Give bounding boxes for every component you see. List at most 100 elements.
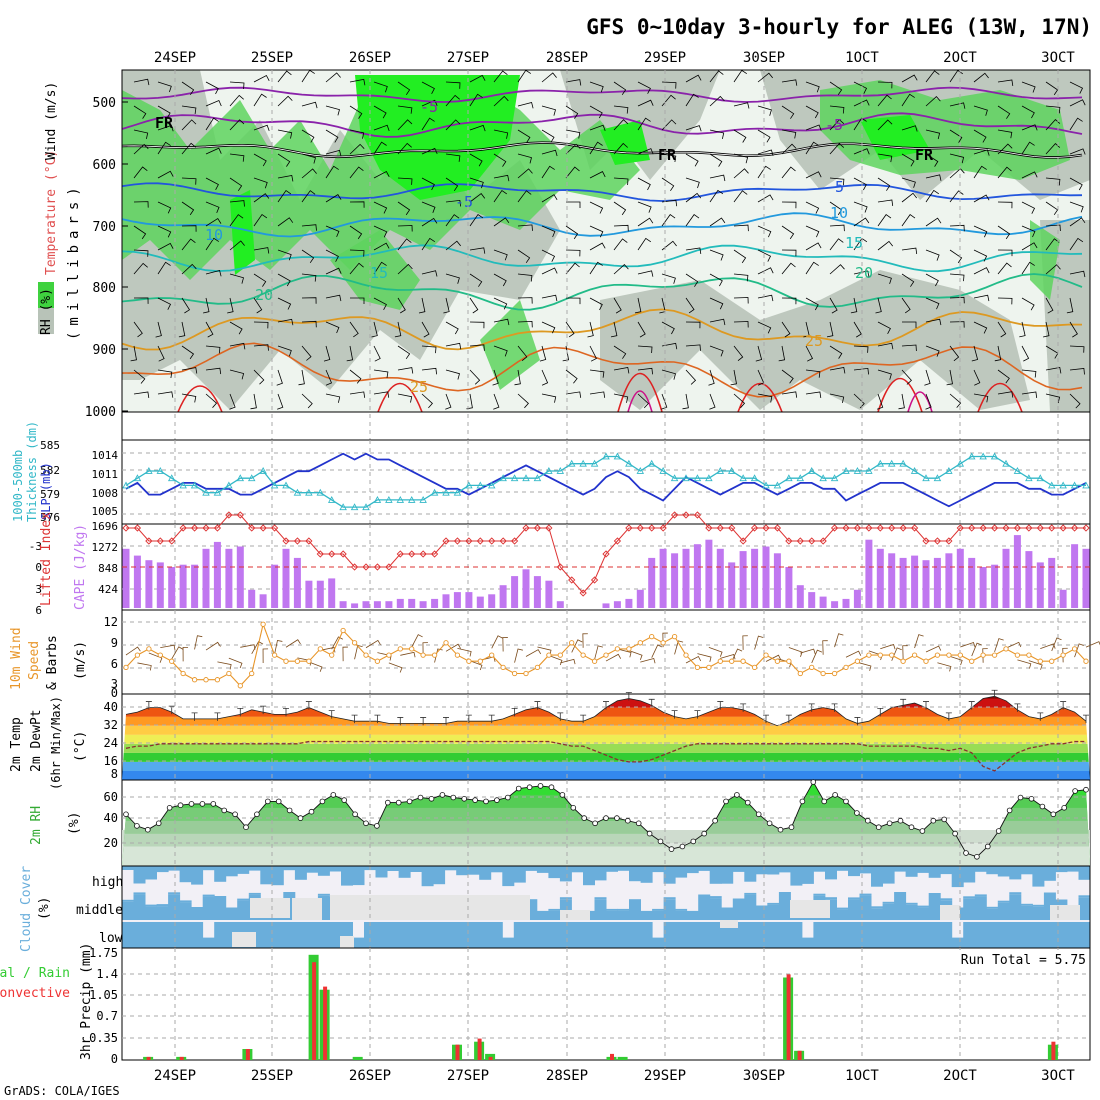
wind-barb: [973, 393, 989, 403]
date-tick-label: 26SEP: [349, 1068, 391, 1084]
cloud-gap: [882, 901, 895, 904]
wind-barb: [205, 345, 221, 354]
cloud-middle-cell: [686, 910, 699, 920]
rh-band: [122, 820, 1090, 834]
cape-bar: [1048, 557, 1056, 608]
rh-marker: [854, 810, 860, 816]
chart-title: GFS 0~10day 3-hourly for ALEG (13W, 17N): [586, 15, 1092, 39]
wind-barb: [205, 147, 222, 155]
wind-barb: [973, 129, 987, 143]
cape-bar: [888, 553, 896, 608]
lifted-index-marker: [270, 524, 279, 532]
wind-speed-marker: [226, 670, 232, 677]
cloud-high-cell: [548, 866, 561, 879]
cloud-middle-cell: [640, 910, 653, 920]
cape-bar: [853, 589, 861, 608]
wind-speed-marker: [386, 652, 392, 658]
temp-label-c: (6hr Min/Max): [49, 696, 63, 790]
cloud-low-cell: [640, 922, 653, 948]
surface-wind-barb: [800, 648, 816, 654]
wind-barb: [901, 153, 915, 167]
cloud-high-cell: [629, 866, 641, 882]
wind-barb: [205, 237, 220, 251]
freezing-level-inner: [121, 142, 1083, 158]
temp-contour-35: [177, 385, 223, 413]
wind-barb: [925, 249, 940, 261]
thickness-marker: [659, 467, 667, 474]
wind-barb: [229, 81, 245, 90]
cloud-high-cell: [536, 866, 549, 873]
wind-barb: [181, 393, 197, 403]
cloud-high-cell: [317, 866, 330, 876]
lifted-index-marker: [362, 563, 370, 571]
wind-barb: [517, 224, 533, 231]
cape-bar: [1059, 589, 1067, 608]
cape-bar: [385, 601, 393, 608]
wind-label-c: & Barbs: [45, 635, 60, 690]
wind-barb: [805, 297, 819, 311]
cloud-middle-cell: [698, 896, 711, 920]
slp-tick-label: 1011: [92, 468, 119, 481]
wind-barb: [205, 99, 222, 107]
wind-barb: [805, 369, 821, 378]
cape-bar: [316, 580, 324, 608]
wind-barb: [325, 149, 342, 157]
wind-barb: [565, 225, 579, 240]
wind-barb: [805, 171, 822, 179]
wind-barb: [541, 294, 558, 302]
wind-barb: [1045, 393, 1061, 404]
wind-barb: [517, 297, 533, 304]
cape-bar: [613, 601, 621, 608]
lifted-index-marker: [510, 537, 519, 545]
wind-speed-marker: [900, 658, 906, 664]
wind-barb: [901, 247, 918, 255]
thickness-marker: [419, 495, 427, 503]
cloud-low-cell: [997, 922, 1010, 948]
wind-barb: [1045, 367, 1062, 374]
thickness-marker: [373, 495, 382, 503]
wind-barb: [610, 321, 618, 338]
wind-barb: [901, 369, 912, 385]
date-tick-label: 27SEP: [447, 50, 489, 66]
cloud-low-cell: [882, 922, 895, 948]
thickness-marker: [339, 503, 347, 511]
wind-tick-label: 0: [111, 686, 118, 700]
wind-barb: [709, 393, 716, 410]
precip-convective-bar: [312, 962, 317, 1060]
cape-bar: [762, 546, 770, 608]
wind-speed-marker: [1071, 646, 1078, 652]
rh-marker: [264, 798, 271, 805]
lifted-index-marker: [945, 537, 953, 545]
wind-barb: [517, 273, 533, 282]
lifted-index-marker: [888, 524, 896, 532]
cape-label: CAPE (J/kg): [73, 524, 88, 610]
lifted-index-marker: [1048, 524, 1056, 532]
wind-barb: [634, 297, 642, 314]
rh-marker: [494, 797, 500, 803]
surface-wind-barb: [388, 662, 403, 673]
wind-barb: [133, 143, 149, 155]
cape-bar: [796, 585, 804, 608]
cloud-low-cell: [571, 922, 584, 948]
wind-barb: [997, 297, 1013, 305]
cloud-high-cell: [1043, 866, 1056, 881]
wind-barb: [565, 391, 582, 398]
temp-minmax-bar: [785, 714, 792, 724]
rh-shade-green: [480, 300, 540, 390]
wind-barb: [757, 105, 772, 116]
cloud-low-cell: [778, 922, 791, 948]
cloud-gap: [836, 907, 849, 910]
thickness-marker: [842, 467, 850, 474]
cape-bar: [773, 553, 781, 608]
wind-barb: [133, 201, 149, 208]
cape-bar: [202, 548, 210, 608]
wind-speed-marker: [1003, 646, 1009, 652]
wind-speed-marker: [694, 664, 701, 671]
wind-barb: [1043, 321, 1050, 338]
wind-barb: [973, 267, 990, 275]
wind-speed-marker: [889, 652, 895, 658]
lifted-index-marker: [145, 537, 153, 545]
lifted-index-marker: [728, 524, 736, 532]
wind-barb: [253, 297, 263, 314]
wind-barb: [613, 367, 630, 374]
